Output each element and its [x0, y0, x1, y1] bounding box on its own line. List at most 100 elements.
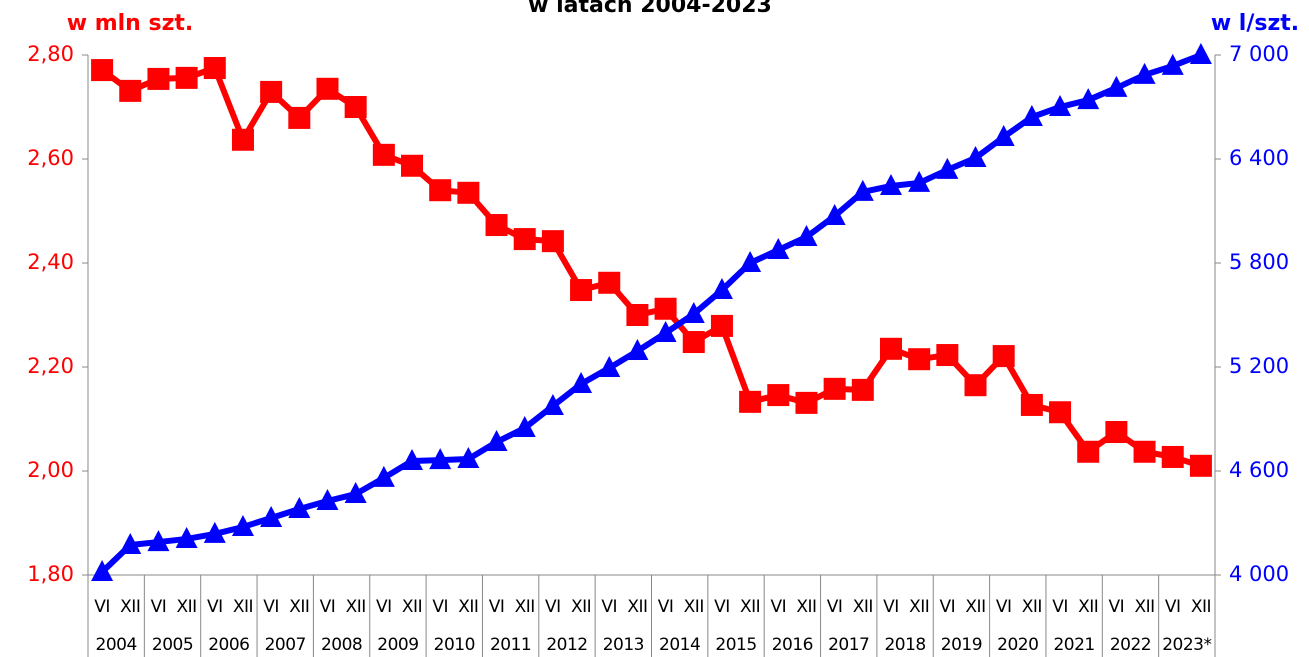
x-tick-label: VI [320, 597, 336, 617]
marker [316, 488, 339, 510]
x-tick-label: VI [883, 597, 899, 617]
x-group-label: 2004 [96, 635, 137, 655]
marker [1161, 445, 1184, 468]
y-tick-label: 2,60 [27, 146, 74, 170]
marker [513, 228, 536, 251]
series-line [100, 52, 1202, 575]
x-tick-label: XII [458, 597, 478, 617]
x-tick-label: VI [545, 597, 561, 617]
marker [541, 230, 564, 253]
marker [1189, 454, 1212, 477]
marker [851, 378, 874, 401]
x-group-label: 2010 [434, 635, 475, 655]
x-group-label: 2009 [377, 635, 418, 655]
x-tick-label: XII [346, 597, 366, 617]
marker [739, 251, 762, 272]
marker [288, 106, 311, 129]
x-tick-label: XII [120, 597, 140, 617]
marker [992, 124, 1015, 146]
marker [372, 465, 395, 487]
x-tick-label: XII [177, 597, 197, 617]
x-group-label: 2021 [1053, 635, 1094, 655]
marker [823, 377, 846, 400]
x-group-label: 2007 [265, 635, 306, 655]
marker [598, 356, 621, 378]
marker [231, 128, 254, 151]
x-tick-label: VI [940, 597, 956, 617]
marker [710, 278, 733, 300]
marker [288, 496, 311, 518]
marker [429, 448, 452, 470]
series-line [100, 65, 1202, 469]
marker [964, 374, 987, 397]
marker [908, 170, 931, 192]
x-tick-label: VI [1109, 597, 1125, 617]
marker [654, 321, 677, 343]
marker [936, 157, 959, 179]
marker [1077, 440, 1100, 463]
marker [1049, 95, 1072, 116]
marker [119, 79, 142, 102]
marker [147, 67, 170, 90]
marker [570, 279, 593, 302]
marker [626, 304, 649, 326]
marker [795, 391, 818, 414]
x-group-label: 2006 [208, 635, 249, 655]
marker [936, 344, 959, 367]
x-group-label: 2014 [659, 635, 700, 655]
x-group-label: 2008 [321, 635, 362, 655]
x-tick-label: XII [965, 597, 985, 617]
marker [260, 80, 283, 103]
x-group-label: 2016 [772, 635, 813, 655]
x-tick-label: XII [571, 597, 591, 617]
x-tick-label: VI [714, 597, 730, 617]
marker [823, 204, 846, 226]
x-tick-label: XII [1134, 597, 1154, 617]
x-tick-label: XII [515, 597, 535, 617]
x-group-label: 2018 [884, 635, 925, 655]
x-tick-label: VI [996, 597, 1012, 617]
marker [1020, 105, 1043, 127]
y2-tick-label: 5 200 [1229, 354, 1289, 378]
x-group-label: 2017 [828, 635, 869, 655]
x-tick-label: XII [909, 597, 929, 617]
marker [485, 430, 508, 452]
y2-tick-label: 7 000 [1229, 42, 1289, 66]
x-tick-label: VI [1165, 597, 1181, 617]
x-group-label: 2012 [546, 635, 587, 655]
y-tick-label: 2,80 [27, 42, 74, 66]
marker [739, 390, 762, 413]
x-tick-label: VI [827, 597, 843, 617]
y-tick-label: 1,80 [27, 562, 74, 586]
x-group-label: 2013 [603, 635, 644, 655]
marker [598, 271, 621, 294]
marker [1020, 393, 1043, 416]
marker [1189, 43, 1212, 64]
marker [91, 560, 114, 582]
x-tick-label: VI [489, 597, 505, 617]
marker [372, 143, 395, 166]
x-tick-label: VI [207, 597, 223, 617]
x-tick-label: VI [658, 597, 674, 617]
marker [260, 505, 283, 527]
marker [344, 482, 367, 504]
x-tick-label: XII [289, 597, 309, 617]
y2-tick-label: 6 400 [1229, 146, 1289, 170]
x-tick-label: VI [151, 597, 167, 617]
marker [1133, 62, 1156, 84]
x-tick-label: XII [233, 597, 253, 617]
marker [1049, 401, 1072, 424]
marker [654, 297, 677, 320]
chart-title: w latach 2004-2023 [528, 0, 772, 18]
y2-axis-label: w l/szt. [1211, 11, 1299, 36]
x-group-label: 2022 [1110, 635, 1151, 655]
x-tick-label: VI [1052, 597, 1068, 617]
marker [203, 57, 226, 79]
marker [767, 238, 790, 259]
x-tick-label: XII [1078, 597, 1098, 617]
marker [457, 181, 480, 204]
x-tick-label: XII [684, 597, 704, 617]
x-group-label: 2005 [152, 635, 193, 655]
x-tick-label: XII [796, 597, 816, 617]
